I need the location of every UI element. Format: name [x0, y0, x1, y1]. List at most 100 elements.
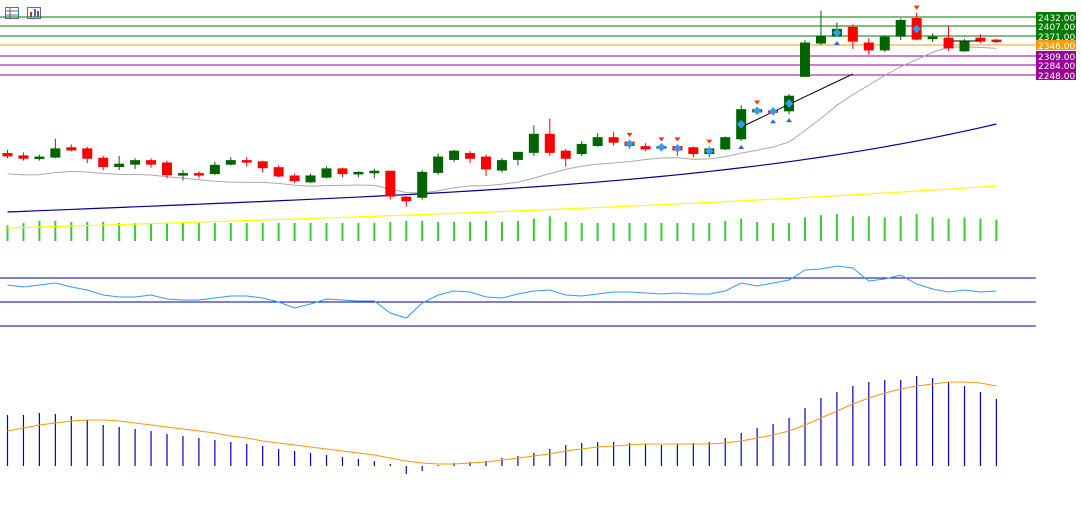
candle [720, 136, 731, 150]
candle [592, 133, 603, 147]
price-level-label-text: 2309.00 [1038, 53, 1075, 63]
candle [927, 33, 938, 43]
price-level-label: 2284.00 [1036, 60, 1076, 72]
candle [863, 38, 874, 55]
sell-signal-arrow [658, 137, 665, 142]
candle [991, 39, 1002, 44]
candle-body [512, 151, 523, 160]
candle-body [209, 164, 220, 175]
moving-average-fast [7, 46, 997, 194]
candle-body [114, 163, 125, 168]
buy-signal-arrow [786, 118, 793, 123]
candle [481, 154, 491, 176]
candle [847, 24, 858, 49]
candle [18, 152, 29, 161]
price-level-label-box [1036, 31, 1076, 41]
price-level-label: 2432.00 [1036, 12, 1076, 24]
oscillator-panel [0, 265, 1036, 327]
signal-diamond [752, 106, 762, 116]
volume-panel [6, 214, 998, 241]
candle [895, 18, 906, 41]
sell-signal-arrow [674, 137, 681, 142]
candle-body [225, 160, 236, 165]
candle [130, 158, 141, 169]
signal-diamond [768, 107, 778, 116]
candle-body [401, 196, 412, 202]
candle-body [177, 173, 188, 176]
price-level-label-box [1036, 51, 1076, 61]
candle [943, 25, 954, 51]
candle-body [528, 133, 539, 153]
candle-body [863, 42, 874, 51]
price-level-label-box [1036, 12, 1076, 22]
candle [640, 143, 651, 152]
candle [241, 157, 252, 167]
candle [449, 150, 460, 162]
price-level-label-text: 2346.00 [1038, 42, 1075, 52]
price-level-label-text: 2284.00 [1038, 62, 1075, 72]
price-level-label-box [1036, 60, 1076, 70]
candle-body [815, 35, 826, 44]
price-level-label-box [1036, 21, 1076, 31]
candle-body [847, 26, 858, 42]
candle-body [321, 168, 332, 178]
price-level-label-text: 2371.00 [1038, 33, 1075, 43]
candle-body [449, 150, 460, 160]
price-level-label-text: 2432.00 [1038, 14, 1075, 24]
candle [193, 171, 204, 179]
candle-body [496, 160, 507, 171]
trendline [740, 73, 854, 128]
candle-body [544, 133, 555, 153]
candle-body [82, 148, 93, 159]
macd-signal-line [7, 381, 997, 465]
level-labels: 2432.002407.002371.002346.002309.002284.… [1036, 12, 1076, 82]
candle-body [337, 168, 348, 175]
candle [257, 160, 268, 173]
candle [800, 40, 810, 77]
candle-body [50, 148, 61, 158]
candle [162, 160, 172, 179]
candle-body [927, 36, 938, 40]
buy-signal-arrow [833, 41, 840, 46]
candle-body [146, 160, 157, 165]
candle [560, 148, 571, 167]
candle-body [720, 137, 731, 150]
candle-body [895, 20, 906, 37]
candle [544, 118, 555, 156]
candle-body [241, 160, 252, 163]
moving-averages [7, 46, 997, 229]
signal-diamond [705, 146, 714, 156]
sell-signal-arrow [913, 5, 920, 10]
candle [34, 154, 45, 161]
candle-body [66, 147, 77, 151]
candle-body [688, 147, 699, 155]
candle-body [800, 42, 810, 77]
candle-body [959, 41, 970, 52]
candle [321, 166, 332, 179]
candle-body [417, 171, 428, 198]
candle-body [130, 160, 141, 165]
candle [177, 170, 188, 181]
candle-body [98, 157, 109, 168]
candle [496, 158, 507, 173]
candle-body [943, 37, 954, 49]
candle [369, 168, 380, 179]
signal-diamond [657, 142, 666, 152]
signal-diamond [673, 144, 682, 153]
candle-body [193, 173, 204, 176]
oscillator-line [7, 265, 997, 319]
candle-body [257, 161, 268, 169]
moving-average-slow [7, 185, 997, 229]
candle-body [991, 39, 1002, 43]
candle [879, 35, 890, 52]
candle-body [353, 171, 364, 175]
sell-signal-arrow [754, 100, 761, 105]
chart-properties-icon[interactable] [27, 4, 41, 19]
candle [50, 138, 61, 159]
candle [576, 141, 587, 156]
candle-body [273, 167, 284, 177]
candle [2, 150, 13, 159]
candle [146, 158, 157, 168]
candle-body [2, 153, 13, 157]
